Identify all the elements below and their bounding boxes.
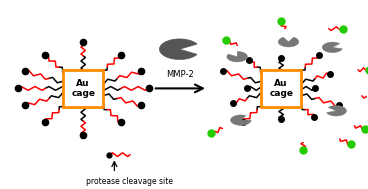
Text: Au
cage: Au cage <box>71 79 95 98</box>
Wedge shape <box>227 51 247 62</box>
FancyBboxPatch shape <box>261 70 301 107</box>
Text: Au
cage: Au cage <box>269 79 293 98</box>
Text: MMP-2: MMP-2 <box>166 70 194 79</box>
Wedge shape <box>326 106 346 116</box>
Text: protease cleavage site: protease cleavage site <box>85 177 173 186</box>
FancyBboxPatch shape <box>63 70 103 107</box>
Wedge shape <box>322 42 342 53</box>
Wedge shape <box>231 115 251 125</box>
Wedge shape <box>159 39 197 60</box>
Wedge shape <box>278 37 299 47</box>
